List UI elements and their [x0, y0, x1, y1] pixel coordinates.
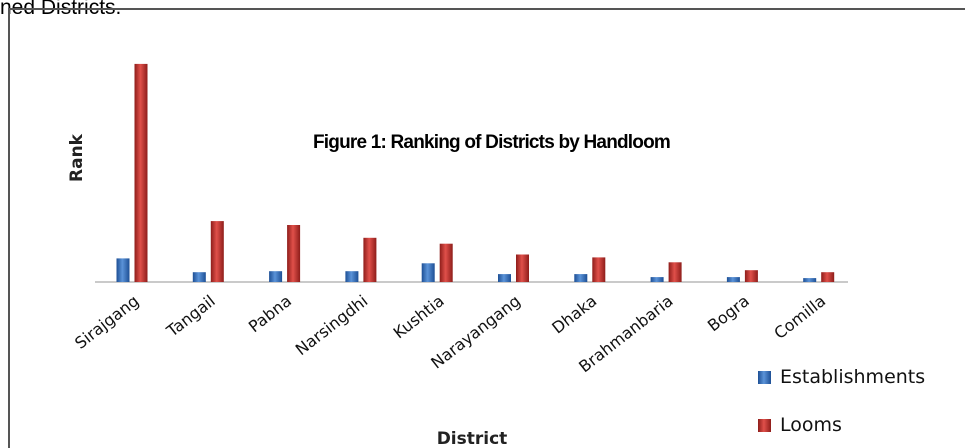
bar-establishments-brahmanbaria	[650, 277, 664, 282]
bar-looms-tangail	[210, 221, 224, 282]
x-tick-label: Comilla	[770, 291, 829, 343]
legend-label-establishments: Establishments	[780, 366, 925, 388]
x-tick-label: Bogra	[704, 291, 753, 335]
legend-label-looms: Looms	[780, 414, 842, 436]
bar-looms-sirajgang	[134, 63, 148, 283]
legend-swatch-looms	[758, 419, 771, 432]
bar-group	[116, 63, 835, 283]
bar-establishments-bogra	[726, 277, 740, 282]
x-tick-label: Dhaka	[548, 291, 600, 337]
bar-establishments-tangail	[192, 272, 206, 282]
bar-establishments-sirajgang	[116, 258, 130, 282]
bar-looms-kushtia	[439, 243, 453, 282]
bar-looms-bogra	[744, 270, 758, 282]
y-axis-title: Rank	[67, 133, 87, 182]
bar-establishments-narayangang	[498, 274, 511, 282]
x-tick-label: Pabna	[245, 291, 295, 336]
bar-establishments-pabna	[269, 271, 283, 282]
bar-establishments-dhaka	[574, 274, 588, 282]
legend-swatch-establishments	[758, 371, 771, 384]
chart-title: Figure 1: Ranking of Districts by Handlo…	[313, 132, 670, 153]
bar-looms-narayangang	[516, 254, 529, 282]
chart-frame	[8, 8, 965, 448]
bar-establishments-comilla	[803, 278, 817, 282]
bar-looms-narsingdhi	[363, 237, 377, 282]
bar-looms-brahmanbaria	[668, 262, 682, 282]
x-tick-label: Tangail	[162, 291, 219, 341]
bar-establishments-narsingdhi	[345, 271, 359, 282]
bar-establishments-kushtia	[421, 263, 435, 282]
legend: Establishments Looms	[758, 366, 925, 436]
x-axis-title: District	[437, 429, 508, 448]
x-tick-label: Kushtia	[390, 291, 448, 342]
x-tick-label: Narsingdhi	[292, 291, 372, 359]
bar-looms-pabna	[287, 225, 301, 282]
bar-looms-comilla	[821, 272, 835, 282]
bar-looms-dhaka	[592, 257, 606, 282]
x-tick-label: Sirajgang	[71, 291, 142, 353]
